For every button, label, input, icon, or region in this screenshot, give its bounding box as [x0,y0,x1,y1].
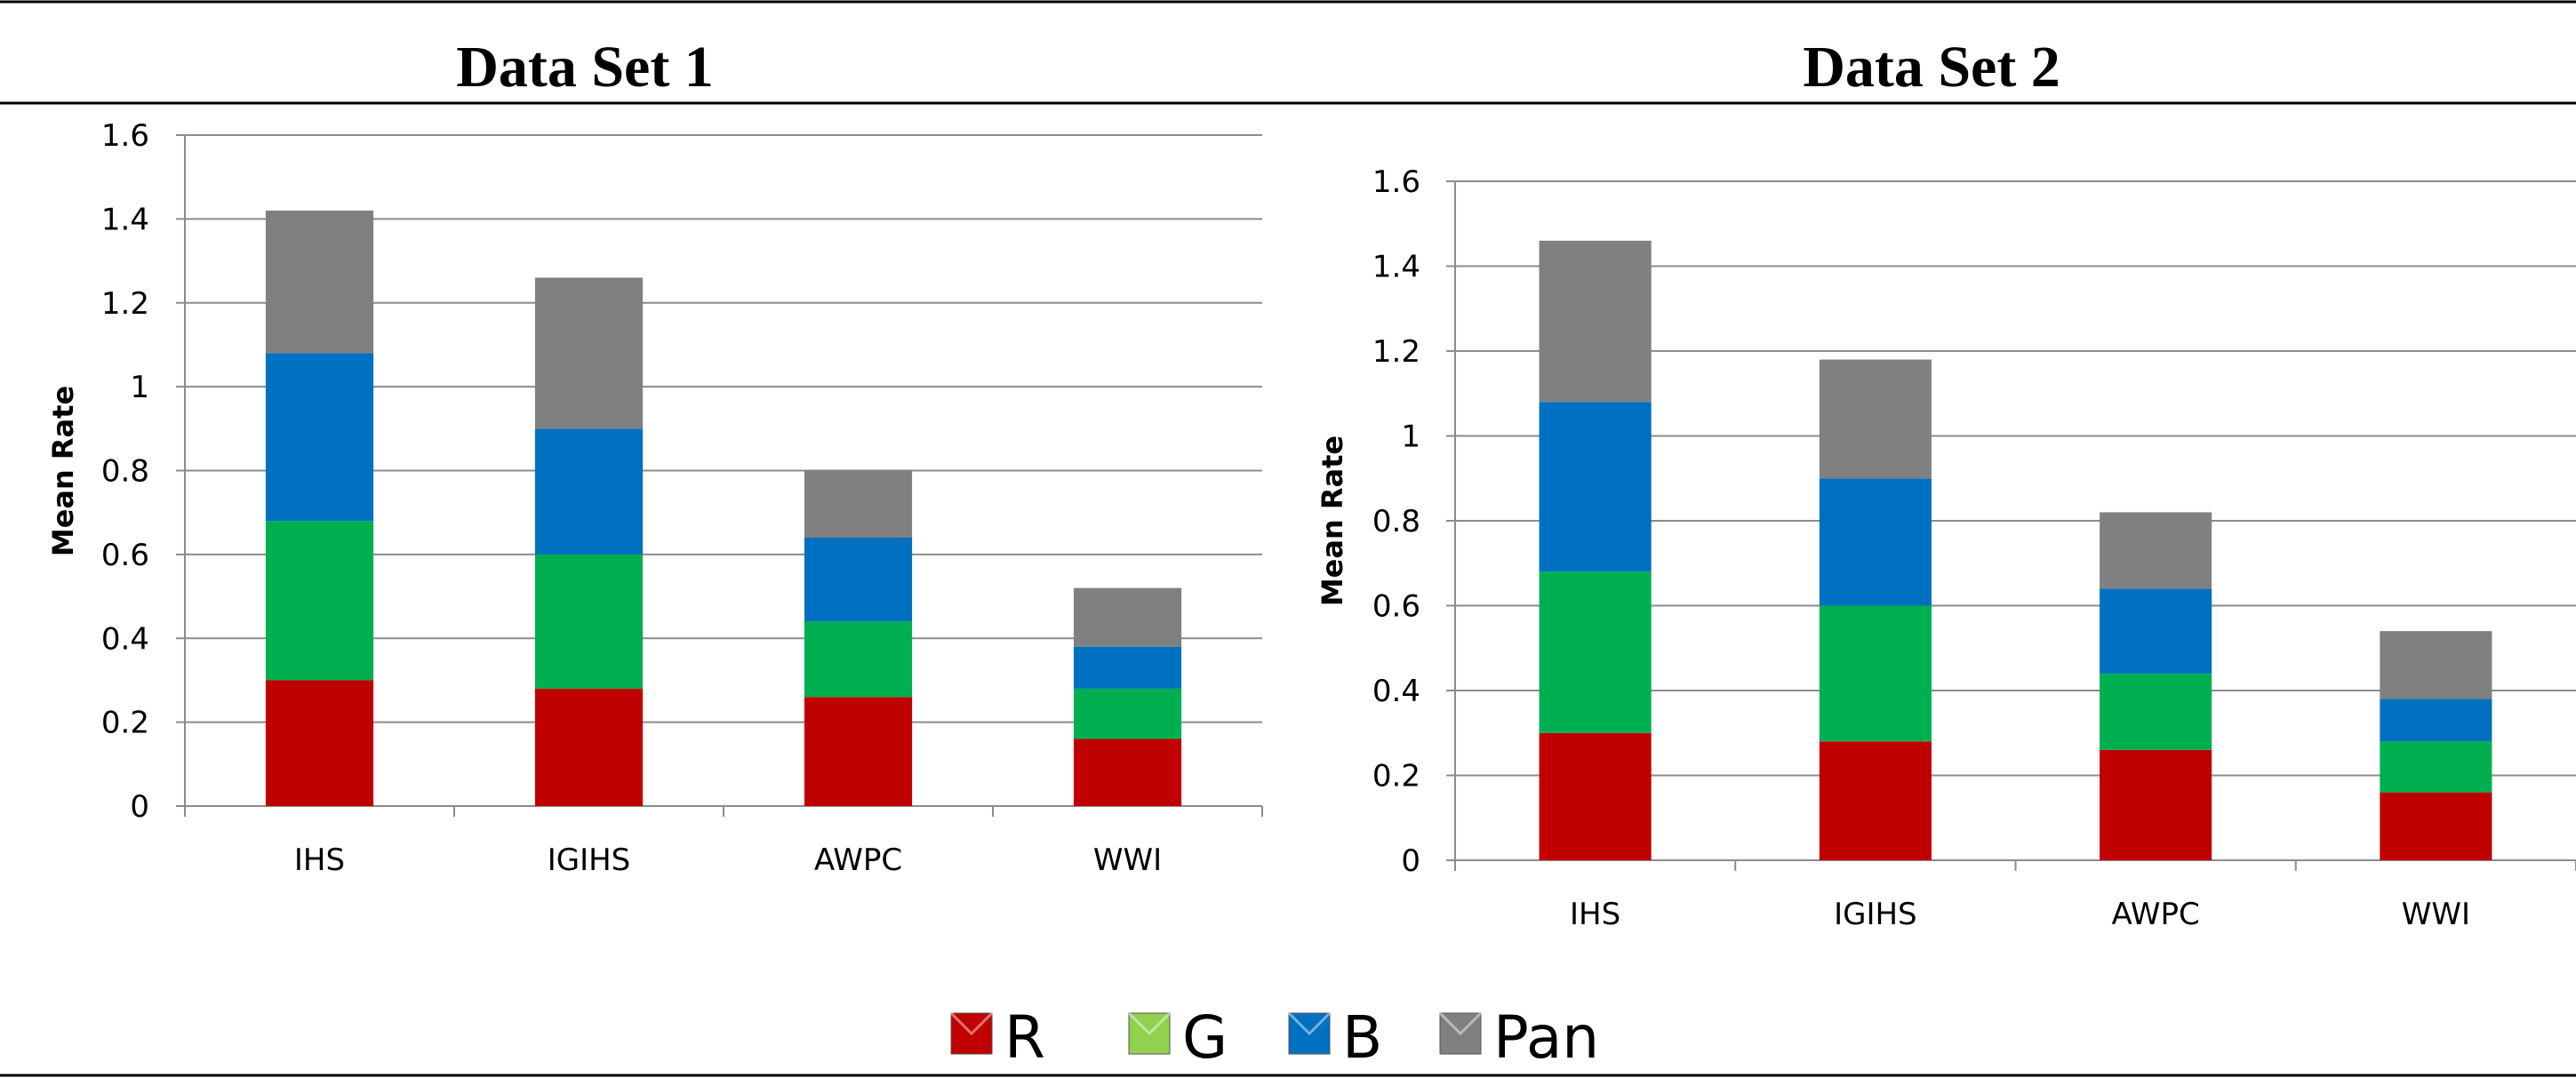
y-tick-label: 0.8 [101,454,149,490]
legend-swatch [950,1012,993,1055]
y-tick-label: 1.4 [1372,250,1420,285]
bar-pan-awpc [804,470,913,538]
legend-item-r: R [949,1003,1045,1072]
bar-g-ihs [1539,571,1652,733]
y-tick-label: 0.8 [1372,504,1420,539]
bar-g-ihs [265,521,374,681]
bar-b-igihs [534,428,644,555]
y-tick-label: 0.4 [101,621,149,657]
chart-data-set-1: 0 0.2 0.4 0.6 0.8 1 1.2 1.4 1.6 Mean Rate IHS IGIHS… [46,118,1263,878]
y-tick-label: 1 [1401,419,1420,455]
x-tick-label: WWI [1093,842,1162,878]
bar-b-awpc [804,538,913,622]
bar-g-awpc [804,621,913,698]
bar-r-igihs [1819,741,1932,860]
chart-2-title: Data Set 2 [1803,35,2060,100]
bar-b-igihs [1819,478,1932,606]
bar-b-awpc [2100,588,2212,674]
x-tick-label: IGIHS [548,842,631,878]
y-tick-label: 1 [130,370,149,405]
bar-r-awpc [804,697,913,806]
bar-g-wwi [1073,688,1182,739]
legend-swatch-bevel [949,1011,994,1036]
bar-pan-igihs [1819,359,1932,479]
bar-b-ihs [265,353,374,522]
y-tick-label: 1.6 [101,118,149,154]
bar-r-awpc [2100,749,2212,860]
legend-label: G [1182,1003,1228,1072]
y-tick-label: 0.2 [101,706,149,741]
legend-item-pan: Pan [1438,1003,1599,1072]
legend-swatch-bevel [1438,1011,1483,1036]
bar-b-ihs [1539,402,1652,572]
bar-pan-ihs [265,210,374,354]
chart-1-title: Data Set 1 [456,35,714,100]
x-tick-label: IGIHS [1834,897,1917,932]
bar-g-awpc [2100,673,2212,750]
y-axis-label: Mean Rate [1316,435,1349,606]
bar-g-igihs [1819,605,1932,742]
legend-label: B [1342,1003,1382,1072]
y-tick-label: 1.4 [101,202,149,237]
bar-pan-wwi [2380,631,2492,699]
y-axis-label: Mean Rate [46,386,80,556]
bar-pan-igihs [534,277,644,429]
legend-item-b: B [1287,1003,1382,1072]
x-tick-label: IHS [294,842,345,878]
bar-r-wwi [2380,792,2492,860]
bar-pan-ihs [1539,240,1652,403]
bar-r-wwi [1073,739,1182,806]
legend-label: Pan [1493,1003,1599,1072]
y-tick-label: 1.2 [101,286,149,322]
bar-pan-wwi [1073,587,1182,647]
legend-swatch [1439,1012,1482,1055]
y-tick-label: 0 [1401,843,1420,879]
legend: R G B Pan [949,1003,1599,1072]
legend-swatch [1128,1012,1171,1055]
y-tick-label: 0.6 [1372,589,1420,625]
y-tick-label: 0 [130,789,149,825]
legend-item-g: G [1127,1003,1228,1072]
bar-r-ihs [265,680,374,806]
y-tick-label: 1.2 [1372,334,1420,370]
bar-g-igihs [534,554,644,689]
y-tick-label: 0.4 [1372,674,1420,709]
bar-b-wwi [2380,699,2492,742]
bar-r-igihs [534,688,644,806]
legend-label: R [1004,1003,1045,1072]
x-tick-label: AWPC [814,842,902,878]
y-tick-label: 1.6 [1372,164,1420,200]
legend-swatch-bevel [1127,1011,1172,1036]
x-tick-label: WWI [2402,897,2470,932]
y-tick-label: 0.2 [1372,759,1420,795]
bar-r-ihs [1539,732,1652,860]
bar-b-wwi [1073,646,1182,689]
y-tick-label: 0.6 [101,538,149,573]
bar-g-wwi [2380,741,2492,793]
chart-data-set-2: 0 0.2 0.4 0.6 0.8 1 1.2 1.4 1.6 Mean Rate IHS IGIHS… [1316,164,2576,932]
legend-swatch [1288,1012,1331,1055]
x-tick-label: AWPC [2111,897,2199,932]
x-tick-label: IHS [1570,897,1620,932]
bar-pan-awpc [2100,512,2212,589]
legend-swatch-bevel [1287,1011,1332,1036]
